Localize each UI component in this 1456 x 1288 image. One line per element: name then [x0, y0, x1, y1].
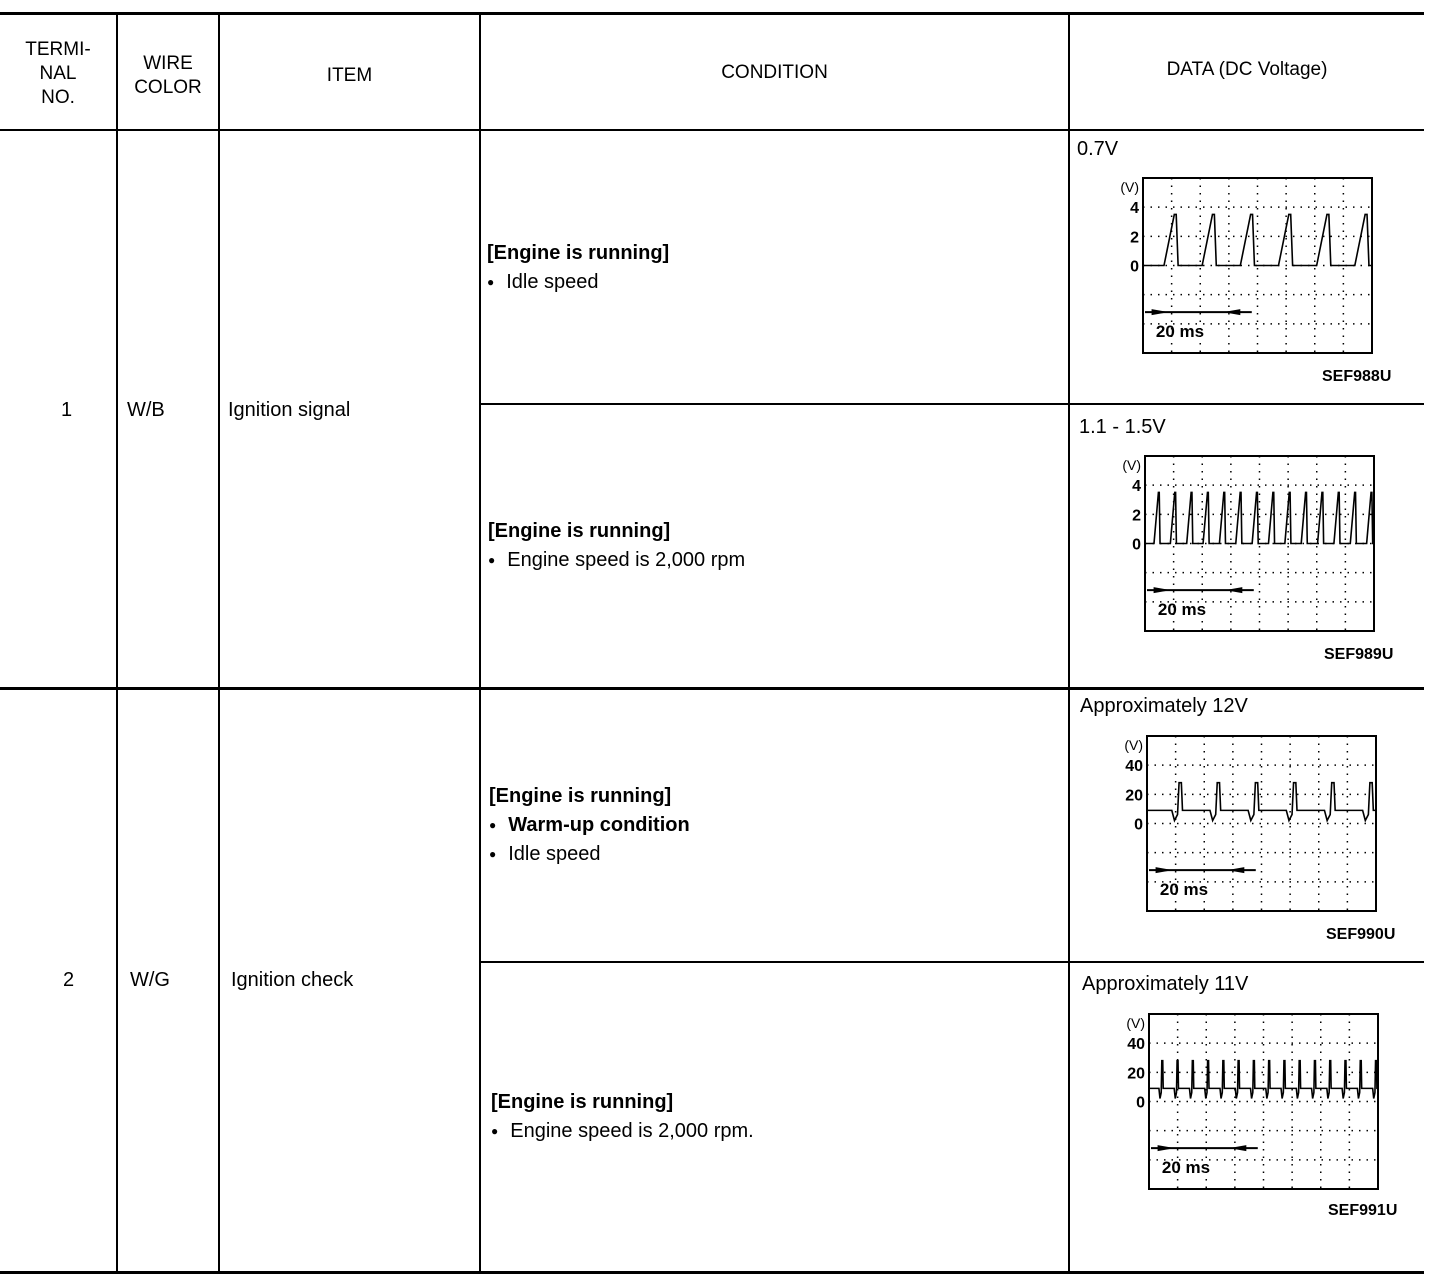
y-tick-label: 0 [1134, 817, 1143, 834]
waveform-trace [1147, 781, 1376, 823]
table-bottom-rule [0, 1271, 1424, 1274]
y-tick-label: 0 [1132, 537, 1141, 554]
y-tick-label: 20 [1125, 787, 1143, 804]
wire-color: W/G [130, 969, 170, 991]
item-name: Ignition check [231, 969, 354, 991]
wire-color: W/B [127, 399, 165, 421]
header-wire-color: WIRE COLOR [134, 53, 202, 98]
header-condition: CONDITION [721, 62, 828, 83]
row-divider [479, 403, 1424, 405]
waveform-trace [1143, 213, 1372, 267]
y-tick-label: 0 [1130, 259, 1139, 276]
figure-id: SEF991U [1328, 1202, 1398, 1219]
unit-label: (V) [1124, 737, 1143, 753]
y-tick-label: 20 [1127, 1065, 1145, 1082]
waveform-trace [1145, 491, 1374, 545]
y-tick-label: 40 [1127, 1036, 1145, 1053]
condition-bullet: Engine speed is 2,000 rpm [488, 548, 745, 574]
row-divider [0, 687, 1424, 690]
column-divider [218, 14, 220, 1272]
waveform-chart: (V) 4 2 0 20 ms [1120, 177, 1373, 354]
y-tick-label: 4 [1130, 200, 1139, 217]
y-tick-label: 0 [1136, 1095, 1145, 1112]
scope-frame [1148, 1013, 1379, 1190]
header-terminal: TERMI- NAL NO. [25, 39, 91, 108]
voltage-value: Approximately 11V [1082, 973, 1249, 995]
time-scale-label: 20 ms [1160, 880, 1208, 899]
y-tick-label: 4 [1132, 478, 1141, 495]
terminal-number: 2 [63, 969, 75, 991]
unit-label: (V) [1126, 1015, 1145, 1031]
row-divider [479, 961, 1424, 963]
y-tick-label: 2 [1132, 507, 1141, 524]
voltage-value: 0.7V [1077, 138, 1119, 160]
condition-bullet: Idle speed [487, 270, 598, 296]
unit-label: (V) [1122, 457, 1141, 473]
condition-title: [Engine is running] [487, 242, 670, 264]
header-item: ITEM [326, 65, 373, 86]
condition-bullet: Warm-up condition [489, 813, 689, 839]
column-divider [1068, 14, 1070, 1272]
condition-bullet: Engine speed is 2,000 rpm. [491, 1119, 754, 1145]
header-data: DATA (DC Voltage) [1166, 59, 1328, 80]
figure-id: SEF989U [1324, 646, 1394, 663]
figure-id: SEF988U [1322, 368, 1392, 385]
condition-title: [Engine is running] [488, 520, 671, 542]
waveform-chart: (V) 40 20 0 20 ms [1124, 735, 1377, 912]
waveform-chart: (V) 4 2 0 20 ms [1122, 455, 1375, 632]
scope-frame [1146, 735, 1377, 912]
waveform-chart: (V) 40 20 0 20 ms [1126, 1013, 1379, 1190]
condition-title: [Engine is running] [489, 785, 672, 807]
table-top-rule [0, 12, 1424, 15]
waveform-trace [1149, 1059, 1378, 1099]
condition-title: [Engine is running] [491, 1091, 674, 1113]
unit-label: (V) [1120, 179, 1139, 195]
time-scale-label: 20 ms [1162, 1158, 1210, 1177]
y-tick-label: 2 [1130, 229, 1139, 246]
column-divider [479, 14, 481, 1272]
terminal-number: 1 [61, 399, 73, 421]
item-name: Ignition signal [228, 399, 351, 421]
voltage-value: 1.1 - 1.5V [1079, 416, 1166, 438]
column-divider [116, 14, 118, 1272]
voltage-value: Approximately 12V [1080, 695, 1248, 717]
header-rule [0, 129, 1424, 131]
y-tick-label: 40 [1125, 758, 1143, 775]
time-scale-label: 20 ms [1158, 600, 1206, 619]
figure-id: SEF990U [1326, 926, 1396, 943]
condition-bullet: Idle speed [489, 842, 600, 868]
time-scale-label: 20 ms [1156, 322, 1204, 341]
